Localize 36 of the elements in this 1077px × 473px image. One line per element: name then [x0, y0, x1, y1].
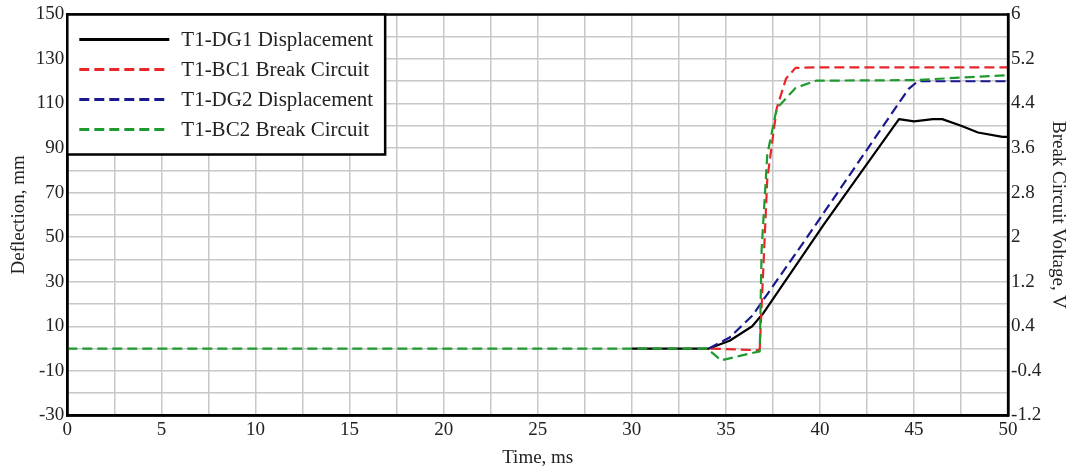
legend-label: T1-DG2 Displacement [181, 86, 374, 111]
x-tick-label: 40 [810, 417, 830, 439]
y-tick-label: 130 [35, 46, 65, 68]
y-tick-label: 50 [45, 225, 65, 247]
y2-tick-label: 2 [1011, 225, 1021, 247]
x-tick-label: 30 [622, 417, 642, 439]
y2-axis-title: Break Circuit Voltage, V [1048, 120, 1070, 310]
y2-tick-label: 1.2 [1011, 269, 1035, 291]
legend-label: T1-BC1 Break Circuit [181, 56, 370, 81]
y-tick-label: 70 [45, 180, 65, 202]
x-tick-label: 5 [156, 417, 167, 439]
y2-tick-label: 4.4 [1011, 91, 1036, 113]
y2-tick-label: 5.2 [1011, 46, 1035, 68]
x-tick-label: 35 [716, 417, 736, 439]
y-axis-title: Deflection, mm [7, 155, 29, 275]
x-tick-label: 10 [245, 417, 265, 439]
x-tick-label: 15 [340, 417, 360, 439]
y-tick-label: 90 [45, 136, 65, 158]
legend-label: T1-BC2 Break Circuit [181, 116, 370, 141]
y-tick-label: 150 [35, 2, 65, 24]
x-tick-label: 0 [62, 417, 73, 439]
y2-tick-label: -0.4 [1011, 358, 1042, 380]
y2-tick-label: 6 [1011, 2, 1021, 24]
x-tick-label: 45 [904, 417, 924, 439]
y-tick-label: -30 [38, 403, 65, 425]
y-tick-label: 30 [45, 269, 65, 291]
x-axis-title: Time, ms [502, 445, 574, 467]
x-tick-label: 25 [528, 417, 548, 439]
x-tick-label: 20 [434, 417, 454, 439]
y2-tick-label: 3.6 [1011, 136, 1035, 158]
legend-label: T1-DG1 Displacement [181, 26, 374, 51]
y2-tick-label: 0.4 [1011, 314, 1036, 336]
y2-tick-label: 2.8 [1011, 180, 1035, 202]
y-tick-label: -10 [38, 358, 65, 380]
y-tick-label: 110 [36, 91, 65, 113]
y-tick-label: 10 [45, 314, 65, 336]
